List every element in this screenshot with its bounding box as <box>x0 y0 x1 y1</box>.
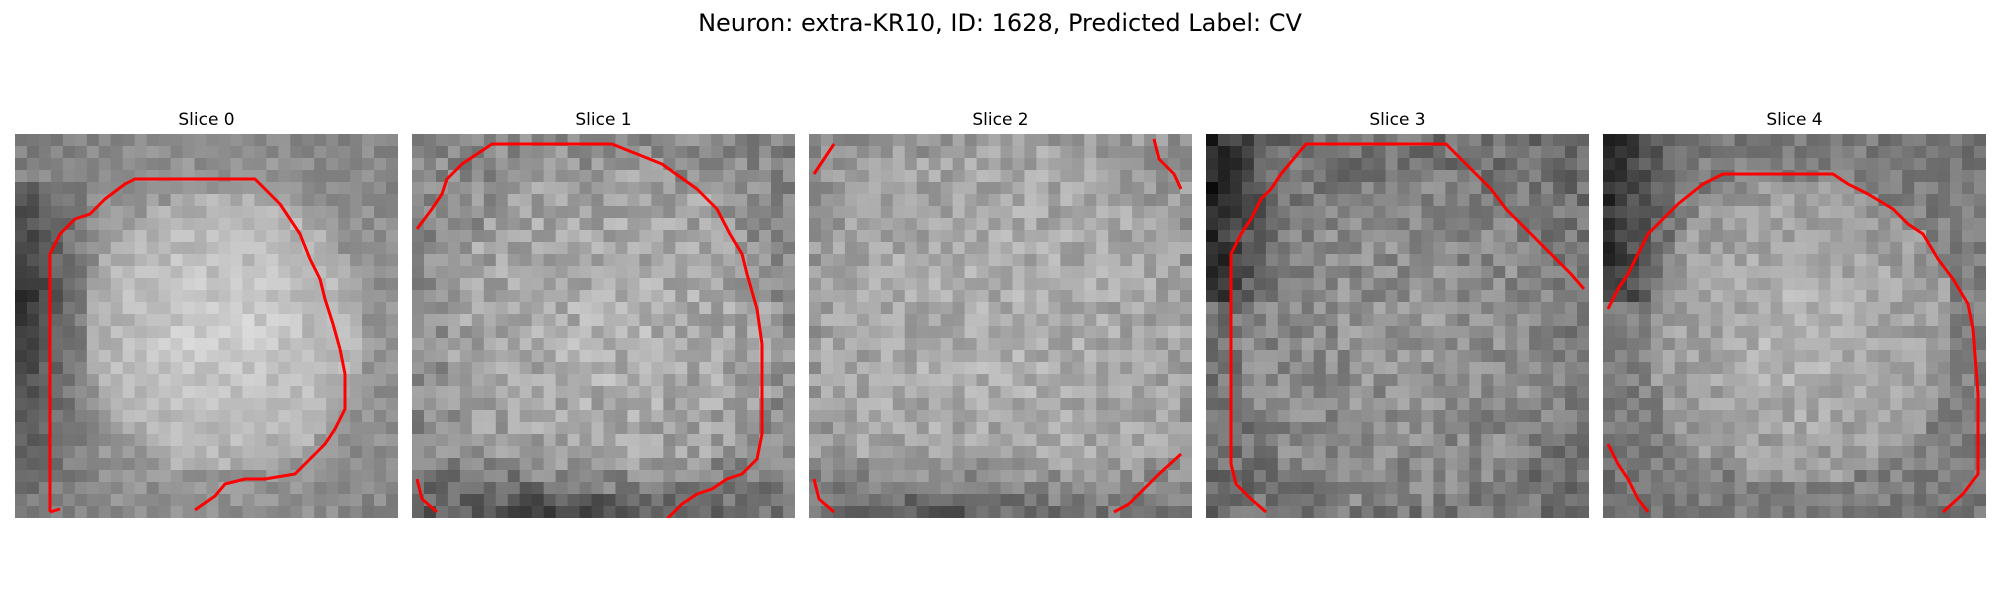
pixel-grid <box>412 134 795 518</box>
slice-title-4: Slice 4 <box>1766 110 1823 130</box>
contour-line-4-1 <box>1606 443 1650 513</box>
slice-image-2 <box>809 134 1192 518</box>
slice-image-1 <box>412 134 795 518</box>
pixel-grid <box>1206 134 1589 518</box>
contour-line-2-0 <box>812 143 836 175</box>
slice-title-3: Slice 3 <box>1369 110 1426 130</box>
slice-panel-2: Slice 2 <box>809 110 1192 520</box>
slice-panel-3: Slice 3 <box>1206 110 1589 520</box>
slice-panel-0: Slice 0 <box>15 110 398 520</box>
slice-image-0 <box>15 134 398 518</box>
slice-title-1: Slice 1 <box>575 110 632 130</box>
slice-image-3 <box>1206 134 1589 518</box>
contour-line-3-0 <box>1229 142 1586 464</box>
contour-line-2-1 <box>1152 138 1183 190</box>
slice-panel-1: Slice 1 <box>412 110 795 520</box>
pixel-grid <box>1603 134 1986 518</box>
contour-line-1-1 <box>415 478 438 514</box>
slice-image-4 <box>1603 134 1986 518</box>
contour-line-3-1 <box>1229 463 1267 514</box>
slice-title-0: Slice 0 <box>178 110 235 130</box>
figure-title: Neuron: extra-KR10, ID: 1628, Predicted … <box>698 9 1302 37</box>
pixel-grid <box>809 134 1192 518</box>
slice-panel-4: Slice 4 <box>1603 110 1986 520</box>
slice-title-2: Slice 2 <box>972 110 1029 130</box>
pixel-grid <box>15 134 398 518</box>
contour-line-1-0 <box>415 142 764 518</box>
contour-line-2-2 <box>812 478 835 514</box>
contour-line-2-3 <box>1113 452 1183 514</box>
contour-line-4-0 <box>1606 172 1980 514</box>
contour-line-0-0 <box>48 177 347 512</box>
contour-line-0-1 <box>49 507 61 514</box>
